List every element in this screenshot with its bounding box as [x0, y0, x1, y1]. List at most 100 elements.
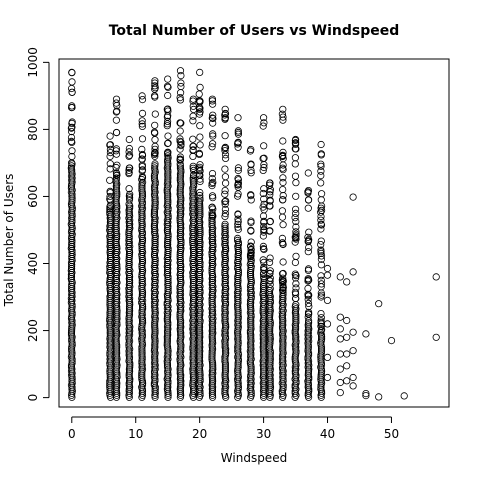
data-point [106, 176, 114, 184]
data-point [291, 139, 300, 147]
data-point [349, 373, 357, 382]
data-point [68, 147, 76, 155]
data-point [106, 132, 114, 140]
data-point [292, 280, 300, 288]
data-point [112, 174, 121, 182]
data-point [304, 299, 313, 307]
data-point [125, 260, 133, 269]
data-point [278, 196, 287, 204]
data-point [259, 166, 267, 174]
data-point [138, 173, 146, 181]
y-axis: 0 200 400 600 800 1000 [26, 47, 50, 402]
data-point [292, 192, 300, 200]
data-point [278, 207, 286, 215]
data-point [234, 114, 242, 122]
data-point [343, 362, 351, 370]
data-point [247, 243, 255, 251]
data-point [266, 285, 274, 293]
data-point [317, 221, 326, 229]
data-point [279, 291, 287, 299]
data-point [323, 264, 332, 273]
data-point [196, 105, 204, 113]
data-point [176, 94, 184, 102]
data-point [177, 138, 185, 146]
y-tick-label: 400 [26, 252, 40, 275]
data-point [317, 196, 325, 204]
data-point [177, 379, 185, 387]
data-point [221, 220, 229, 228]
data-point [304, 277, 312, 285]
data-point [195, 171, 203, 179]
data-point [151, 77, 159, 85]
data-point [247, 145, 255, 154]
plot-frame [58, 58, 450, 408]
data-point [432, 273, 440, 281]
data-point [317, 276, 325, 284]
y-axis-label: Total Number of Users [2, 174, 16, 308]
data-point [265, 227, 274, 235]
data-point [138, 175, 146, 184]
data-point [234, 264, 242, 273]
data-point [317, 246, 325, 254]
data-point [196, 98, 204, 106]
data-point [208, 333, 216, 341]
data-point [260, 163, 268, 172]
data-point [112, 145, 121, 153]
data-point [138, 293, 146, 301]
data-point [279, 269, 287, 278]
data-point [189, 152, 197, 160]
data-point [208, 179, 216, 188]
data-point [177, 72, 185, 80]
data-point [208, 143, 216, 151]
data-point [163, 315, 171, 323]
x-axis-label: Windspeed [221, 451, 287, 465]
data-point [189, 146, 197, 154]
data-point [126, 278, 134, 287]
data-points [67, 67, 440, 401]
y-tick-label: 0 [26, 394, 40, 402]
data-point [68, 68, 76, 77]
chart-title: Total Number of Users vs Windspeed [109, 23, 400, 39]
data-point [209, 178, 217, 186]
data-point [291, 294, 300, 303]
data-point [304, 313, 312, 321]
data-point [260, 258, 268, 266]
data-point [317, 225, 325, 233]
x-tick-label: 0 [68, 427, 76, 441]
data-point [125, 185, 133, 193]
data-point [317, 289, 325, 297]
data-point [208, 192, 217, 200]
data-point [208, 97, 216, 105]
data-point [151, 136, 159, 144]
data-point [209, 140, 217, 148]
data-point [68, 282, 76, 291]
data-point [196, 188, 204, 197]
data-point [68, 102, 76, 110]
data-point [259, 256, 267, 264]
data-point [209, 100, 217, 108]
data-point [304, 248, 312, 256]
data-point [138, 161, 146, 169]
data-point [336, 273, 344, 281]
data-point [151, 121, 159, 129]
data-point [68, 138, 76, 146]
data-point [260, 154, 268, 162]
data-point [336, 350, 344, 358]
data-point [221, 114, 229, 122]
data-point [196, 171, 204, 179]
data-point [138, 117, 146, 125]
data-point [343, 377, 351, 385]
data-point [234, 215, 242, 223]
data-point [343, 350, 351, 358]
data-point [291, 214, 299, 222]
data-point [112, 116, 121, 124]
data-point [279, 221, 287, 229]
data-point [222, 197, 230, 205]
data-point [304, 284, 312, 292]
data-point [176, 160, 184, 168]
data-point [196, 191, 204, 200]
data-point [362, 330, 370, 338]
data-point [221, 210, 229, 218]
data-point [113, 161, 121, 169]
data-point [126, 190, 134, 198]
